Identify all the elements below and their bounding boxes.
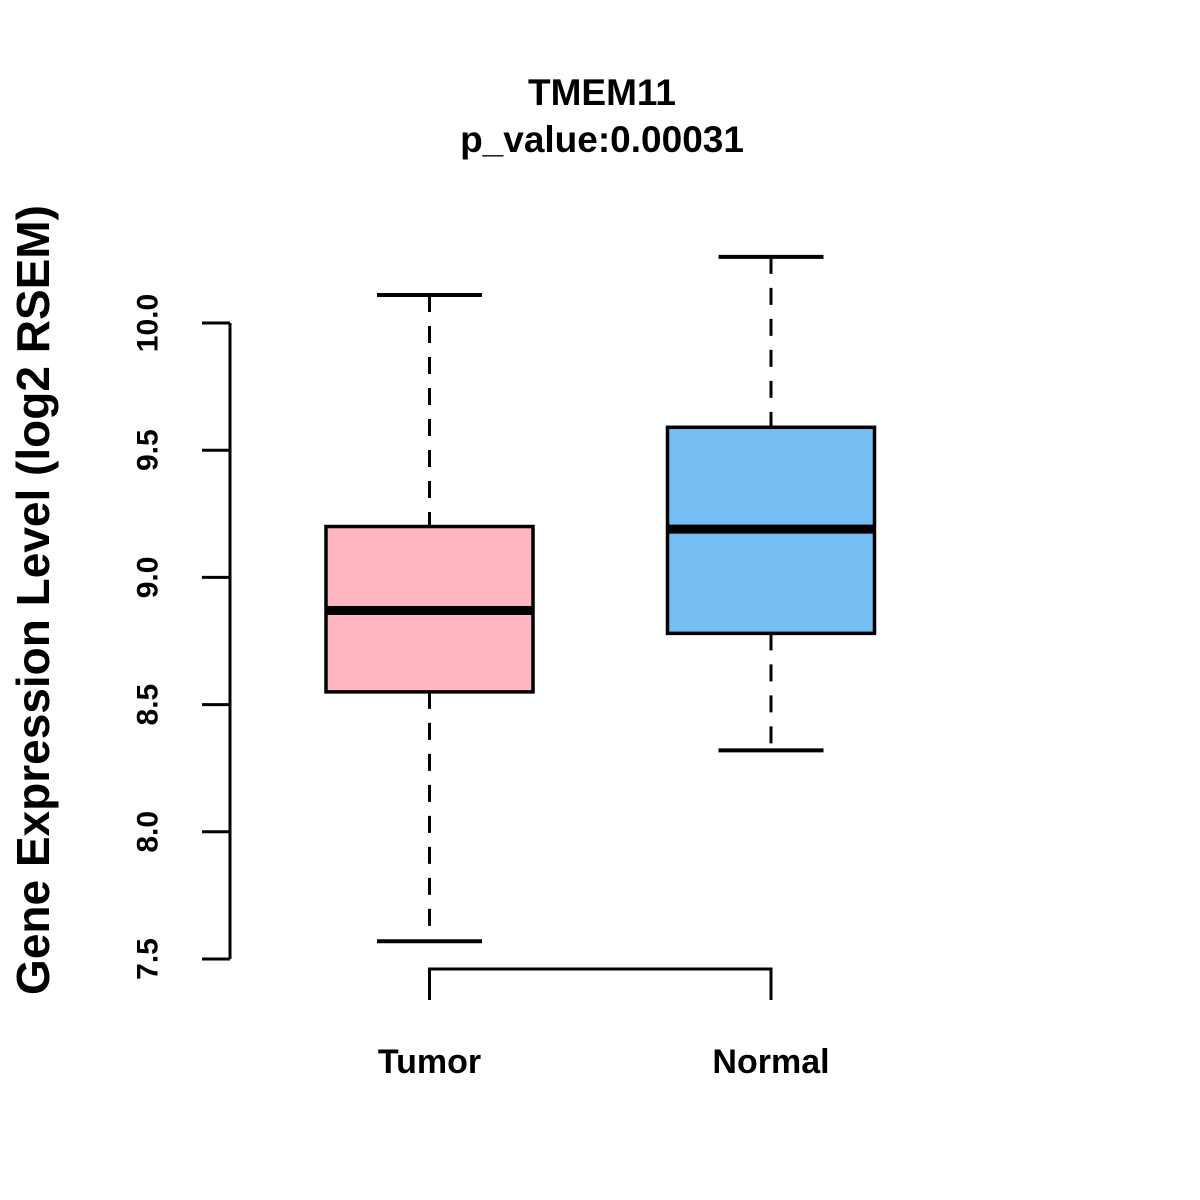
y-axis-tick-label: 9.5 <box>132 429 165 471</box>
x-axis-label-normal: Normal <box>712 1043 829 1081</box>
y-axis-tick-label: 8.0 <box>132 811 165 853</box>
y-axis-tick-label: 9.0 <box>132 557 165 599</box>
y-axis-tick-label: 8.5 <box>132 684 165 726</box>
x-axis-line <box>428 967 773 1000</box>
y-axis-tick-label: 7.5 <box>132 938 165 980</box>
chart-title: TMEM11 <box>527 72 677 113</box>
chart-subtitle: p_value:0.00031 <box>460 119 744 160</box>
x-axis-label-tumor: Tumor <box>378 1043 481 1081</box>
y-axis-tick-label: 10.0 <box>132 294 165 352</box>
